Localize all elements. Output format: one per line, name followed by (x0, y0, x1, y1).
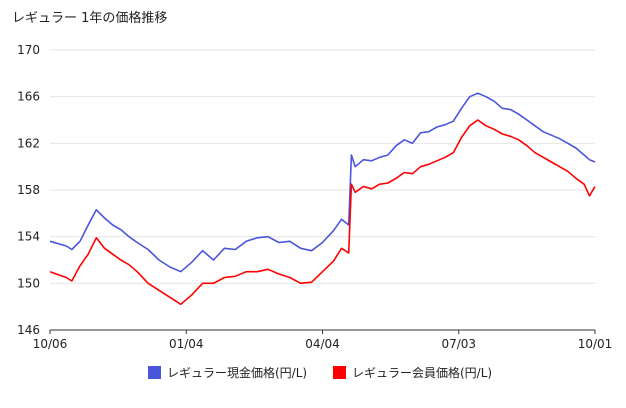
series-lines (49, 92, 596, 306)
y-tick-label: 146 (17, 323, 40, 337)
legend: レギュラー現金価格(円/L) レギュラー会員価格(円/L) (148, 365, 492, 380)
x-axis-ticks: 10/06 01/04 04/04 07/03 10/01 (33, 330, 613, 351)
series-line-member-price (49, 119, 596, 306)
chart-title: レギュラー 1年の価格推移 (12, 10, 167, 26)
x-tick-label: 04/04 (305, 337, 340, 351)
y-tick-label: 158 (17, 183, 40, 197)
y-tick-label: 162 (17, 136, 40, 150)
series-line-cash-price (49, 92, 596, 273)
y-tick-label: 150 (17, 276, 40, 290)
x-tick-label: 10/06 (33, 337, 68, 351)
x-tick-label: 07/03 (441, 337, 476, 351)
gridlines (50, 49, 595, 331)
x-tick-label: 01/04 (169, 337, 204, 351)
x-tick-label: 10/01 (578, 337, 613, 351)
y-tick-label: 166 (17, 90, 40, 104)
y-tick-label: 154 (17, 230, 40, 244)
legend-label: レギュラー現金価格(円/L) (167, 365, 307, 380)
y-tick-label: 170 (17, 43, 40, 57)
legend-label: レギュラー会員価格(円/L) (352, 365, 492, 380)
y-axis-ticks: 146 150 154 158 162 166 170 (17, 43, 40, 337)
legend-swatch (333, 366, 346, 379)
legend-swatch (148, 366, 161, 379)
